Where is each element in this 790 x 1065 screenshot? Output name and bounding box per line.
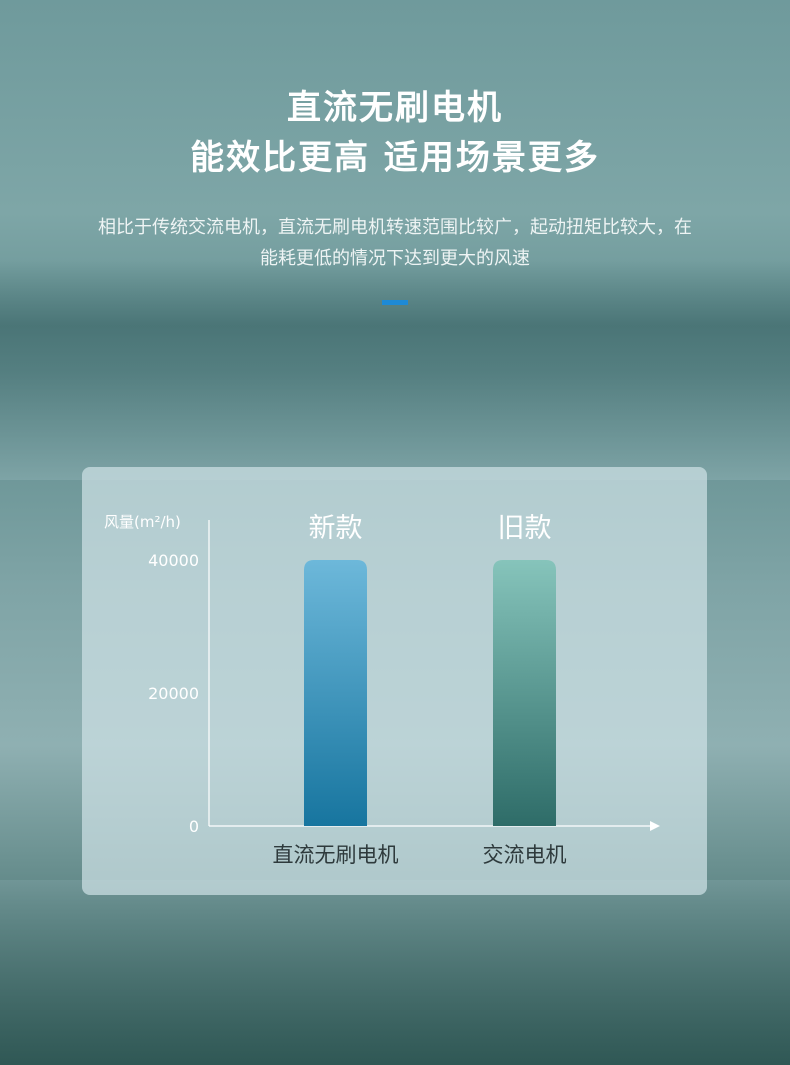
y-tick-label: 40000 (148, 551, 199, 570)
y-tick-label: 0 (189, 817, 199, 836)
x-category-label: 交流电机 (483, 843, 567, 867)
page-title: 直流无刷电机 (287, 88, 503, 128)
x-category-label: 直流无刷电机 (273, 843, 399, 867)
description: 相比于传统交流电机，直流无刷电机转速范围比较广，起动扭矩比较大，在能耗更低的情况… (98, 217, 692, 269)
forest-background-bottom (0, 880, 790, 1065)
y-tick-label: 20000 (148, 684, 199, 703)
bar-1 (304, 560, 367, 826)
chart-panel (82, 467, 707, 895)
forest-background-top (0, 260, 790, 480)
bar-label: 新款 (309, 513, 363, 544)
accent-bar (382, 300, 408, 305)
bar-2 (493, 560, 556, 826)
bar-label: 旧款 (498, 513, 552, 544)
page-subtitle: 能效比更高 适用场景更多 (190, 138, 600, 178)
y-axis-label: 风量(m²/h) (104, 513, 181, 531)
x-axis-arrow-icon (650, 821, 660, 831)
